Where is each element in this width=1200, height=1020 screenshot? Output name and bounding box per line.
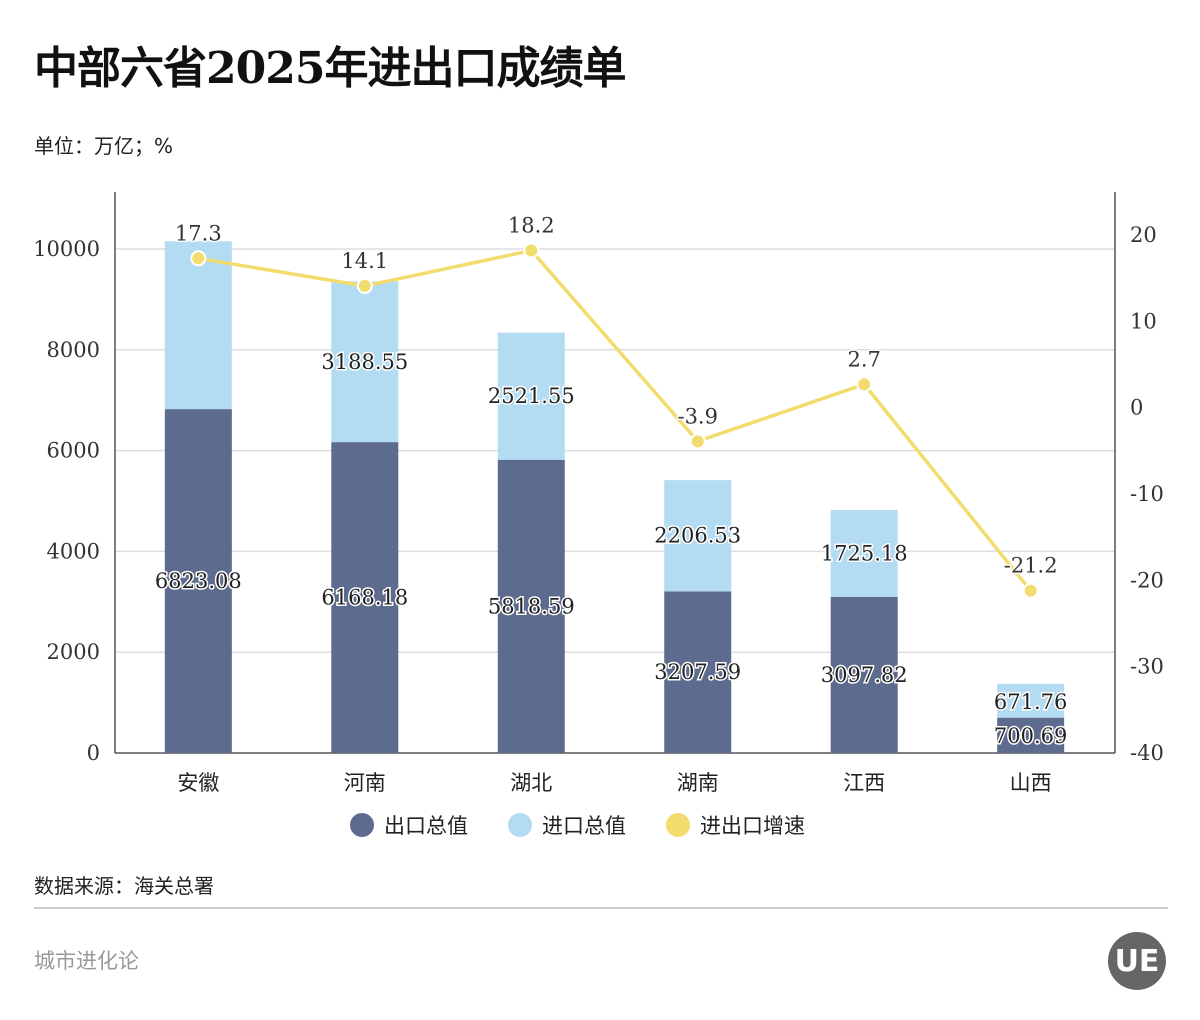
- legend-export-label: 出口总值: [384, 814, 468, 838]
- import-data-label: 1725.18: [821, 541, 908, 565]
- legend-import[interactable]: 进口总值: [508, 810, 626, 840]
- legend-growth-swatch: [666, 813, 690, 837]
- left-tick-label: 10000: [33, 237, 100, 261]
- growth-point: [356, 277, 373, 294]
- import-data-label: 2521.55: [488, 384, 575, 408]
- bar-import: [830, 509, 898, 597]
- right-tick-label: -10: [1130, 482, 1164, 506]
- bar-export: [164, 409, 232, 753]
- growth-point: [190, 250, 207, 267]
- bar-import: [164, 241, 232, 410]
- unit-label: 单位：万亿；%: [34, 134, 174, 158]
- left-tick-label: 4000: [47, 539, 100, 563]
- growth-data-label: -21.2: [1004, 554, 1058, 578]
- chart-title: 中部六省2025年进出口成绩单: [34, 43, 626, 94]
- export-data-label: 3097.82: [821, 663, 908, 687]
- category-label: 河南: [344, 771, 386, 795]
- legend-growth-label: 进出口增速: [700, 814, 805, 838]
- legend-growth[interactable]: 进出口增速: [666, 810, 805, 840]
- category-label: 山西: [1010, 771, 1052, 795]
- bar-import: [497, 332, 565, 460]
- bar-import: [664, 480, 732, 592]
- export-data-label: 3207.59: [654, 660, 741, 684]
- right-tick-label: -30: [1130, 655, 1164, 679]
- bar-export: [497, 459, 565, 753]
- left-tick-label: 0: [87, 741, 100, 765]
- growth-data-label: -3.9: [677, 404, 718, 428]
- growth-point: [856, 376, 873, 393]
- category-label: 湖南: [677, 771, 719, 795]
- right-tick-label: 20: [1130, 223, 1157, 247]
- import-data-label: 671.76: [994, 690, 1067, 714]
- legend-export-swatch: [350, 813, 374, 837]
- brand-name: 城市进化论: [34, 949, 139, 973]
- left-tick-label: 2000: [47, 640, 100, 664]
- legend-import-label: 进口总值: [542, 814, 626, 838]
- left-tick-label: 8000: [47, 338, 100, 362]
- legend: 出口总值 进口总值 进出口增速: [350, 810, 805, 840]
- category-label: 安徽: [177, 771, 219, 795]
- bar-import: [997, 683, 1065, 718]
- export-data-label: 6168.18: [321, 586, 408, 610]
- growth-line: [198, 248, 1033, 592]
- growth-data-label: 17.3: [175, 221, 222, 245]
- bar-export: [830, 596, 898, 753]
- growth-point: [1022, 582, 1039, 599]
- left-tick-label: 6000: [47, 439, 100, 463]
- export-data-label: 5818.59: [488, 594, 575, 618]
- growth-data-label: 18.2: [508, 214, 555, 238]
- right-tick-label: 10: [1130, 309, 1157, 333]
- category-label: 江西: [843, 771, 885, 795]
- bar-export: [997, 717, 1065, 753]
- growth-point: [689, 433, 706, 450]
- growth-data-label: 14.1: [341, 249, 388, 273]
- right-tick-label: 0: [1130, 396, 1143, 420]
- bar-import: [331, 281, 399, 443]
- export-data-label: 6823.08: [155, 569, 242, 593]
- import-data-label: 3188.55: [321, 350, 408, 374]
- divider: [34, 907, 1168, 909]
- chart: 0 2000 4000 6000 8000 10000 -40 -30 -20 -10 0 10 20 安…: [33, 192, 1164, 795]
- import-data-label: 2206.53: [654, 524, 741, 548]
- legend-export[interactable]: 出口总值: [350, 810, 468, 840]
- legend-import-swatch: [508, 813, 532, 837]
- data-source: 数据来源：海关总署: [34, 874, 214, 898]
- bar-export: [331, 442, 399, 753]
- brand-logo: UE: [1108, 932, 1166, 990]
- right-tick-label: -20: [1130, 568, 1164, 592]
- category-label: 湖北: [510, 771, 552, 795]
- growth-data-label: 2.7: [847, 347, 880, 371]
- right-tick-label: -40: [1130, 741, 1164, 765]
- growth-point: [523, 242, 540, 259]
- export-data-label: 700.69: [994, 724, 1067, 748]
- bar-export: [664, 591, 732, 753]
